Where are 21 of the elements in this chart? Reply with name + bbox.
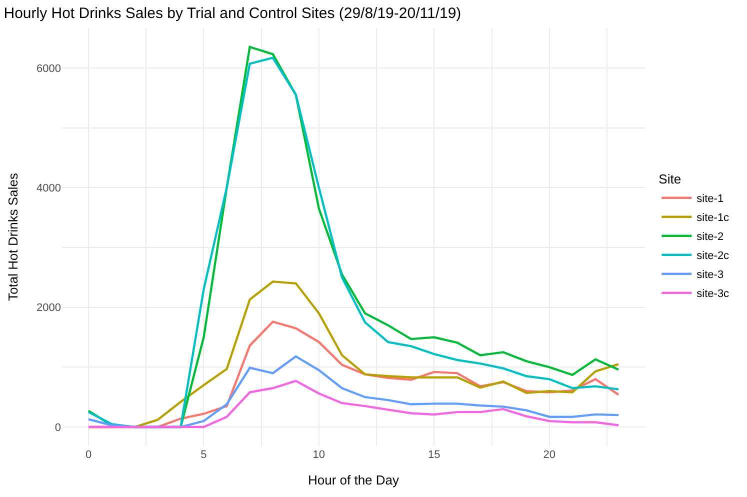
line-series: [87, 355, 620, 428]
x-tick-label: 5: [200, 449, 207, 461]
y-tick-label: 6000: [36, 62, 61, 75]
y-tick-label: 2000: [36, 302, 61, 314]
x-tick-label: 15: [428, 449, 440, 461]
x-tick-label: 10: [312, 449, 326, 461]
legend-label: site-3c: [696, 288, 730, 300]
line-series: [87, 380, 620, 428]
chart-title: Hourly Hot Drinks Sales by Trial and Control Sites (29/8/19-20/11/19): [4, 4, 462, 22]
legend-title: Site: [658, 171, 682, 186]
y-tick-label: 0: [54, 422, 61, 434]
y-tick-label: 4000: [36, 182, 61, 194]
legend-label: site-2: [696, 231, 724, 244]
legend-label: site-3: [696, 269, 724, 282]
x-tick-label: 20: [543, 449, 556, 461]
y-axis-title: Total Hot Drinks Sales: [5, 172, 20, 301]
x-tick-label: 0: [85, 449, 92, 461]
x-axis-title: Hour of the Day: [308, 472, 400, 488]
legend-label: site-2c: [696, 250, 730, 262]
legend-label: site-1c: [696, 212, 730, 224]
legend-label: site-1: [696, 193, 724, 206]
